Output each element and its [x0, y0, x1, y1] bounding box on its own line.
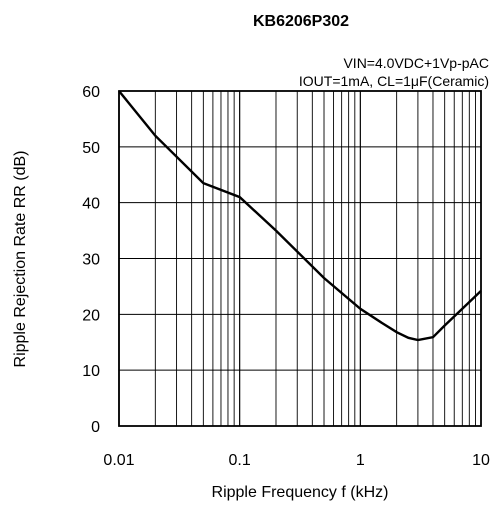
y-tick-label: 50 [82, 140, 100, 157]
y-tick-label: 60 [82, 84, 100, 101]
y-axis-label: Ripple Rejection Rate RR (dB) [12, 151, 29, 368]
condition-line-1: VIN=4.0VDC+1Vp-pAC [343, 55, 489, 71]
grid-lines [118, 90, 481, 427]
condition-line-2: IOUT=1mA, CL=1μF(Ceramic) [299, 73, 489, 89]
x-tick-label: 10 [472, 452, 490, 469]
y-tick-label: 40 [82, 196, 100, 213]
x-tick-label: 0.1 [229, 452, 251, 469]
chart-title: KB6206P302 [253, 13, 349, 30]
y-tick-label: 30 [82, 252, 100, 269]
y-tick-label: 10 [82, 363, 100, 380]
x-tick-label: 0.01 [103, 452, 134, 469]
x-axis-label: Ripple Frequency f (kHz) [212, 484, 389, 501]
series-line [118, 90, 482, 342]
plot-frame [118, 90, 482, 427]
x-tick-labels: 0.01 0.1 1 10 [103, 452, 490, 469]
y-tick-label: 0 [91, 419, 100, 436]
y-tick-label: 20 [82, 307, 100, 324]
y-tick-labels: 0 10 20 30 40 50 60 [82, 84, 100, 436]
x-tick-label: 1 [356, 452, 365, 469]
